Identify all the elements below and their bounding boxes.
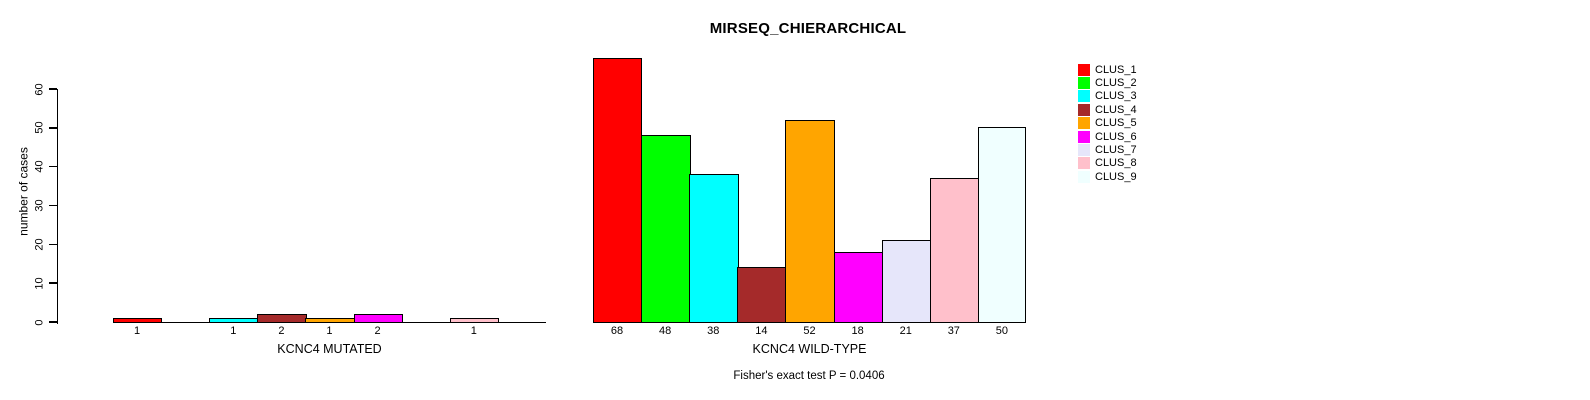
bar-value-label: 21 (899, 325, 912, 337)
bar-value-label: 18 (851, 325, 864, 337)
y-axis-tick-mark (49, 321, 57, 323)
bar-value-label: 52 (803, 325, 816, 337)
y-axis-title: number of cases (16, 147, 31, 236)
bar-panel-wildtype (593, 40, 1026, 323)
bar-clus_2 (641, 135, 691, 323)
legend-item: CLUS_3 (1078, 90, 1137, 103)
legend: CLUS_1 CLUS_2 CLUS_3 CLUS_4 CLUS_5 CLUS_6 CLUS… (1078, 63, 1137, 184)
bar-value-label: 2 (374, 325, 381, 337)
legend-swatch-icon (1078, 90, 1090, 103)
y-axis-tick-mark (49, 204, 57, 207)
bar-value-label: 48 (659, 325, 672, 337)
legend-swatch-icon (1078, 63, 1090, 76)
bar-value-label: 1 (326, 325, 333, 337)
bar-clus_7 (881, 240, 932, 323)
legend-swatch-icon (1078, 157, 1090, 170)
y-axis-tick-label: 40 (33, 160, 46, 173)
bar-clus_1 (113, 317, 163, 323)
legend-swatch-icon (1078, 103, 1090, 116)
legend-label: CLUS_8 (1095, 157, 1137, 170)
legend-label: CLUS_5 (1095, 117, 1137, 130)
x-axis-label-wildtype: KCNC4 WILD-TYPE (752, 342, 867, 356)
bar-clus_6 (353, 313, 403, 323)
y-axis-line (56, 88, 58, 324)
y-axis-tick-label: 30 (33, 199, 46, 212)
legend-item: CLUS_2 (1078, 76, 1137, 90)
bar-value-label: 50 (995, 325, 1009, 337)
y-axis-tick-label: 10 (33, 277, 46, 290)
legend-label: CLUS_2 (1095, 77, 1137, 90)
legend-swatch-icon (1078, 117, 1090, 130)
bar-value-label: 38 (707, 325, 720, 337)
bar-value-label: 14 (755, 325, 768, 337)
y-axis-tick-label: 20 (33, 238, 46, 251)
bar-clus_5 (305, 317, 355, 323)
legend-label: CLUS_1 (1095, 63, 1137, 76)
legend-item: CLUS_9 (1078, 170, 1137, 183)
legend-swatch-icon (1078, 130, 1090, 143)
chart-title: MIRSEQ_CHIERARCHICAL (709, 20, 907, 37)
bar-clus_8 (449, 317, 500, 323)
footer-annotation: Fisher's exact test P = 0.0406 (733, 370, 885, 382)
bar-value-label: 37 (947, 325, 960, 337)
y-axis-tick-mark (49, 127, 57, 129)
y-axis-tick-mark (49, 243, 57, 246)
legend-item: CLUS_7 (1078, 143, 1137, 157)
legend-swatch-icon (1078, 170, 1090, 183)
bar-clus_9 (977, 127, 1026, 323)
legend-label: CLUS_6 (1095, 130, 1137, 143)
y-axis-tick-mark (49, 282, 57, 284)
bar-value-label: 1 (230, 325, 237, 337)
y-axis-tick-label: 50 (33, 121, 46, 134)
legend-item: CLUS_5 (1078, 117, 1137, 130)
y-axis-tick-mark (49, 165, 57, 168)
bar-value-label: 68 (610, 325, 624, 337)
legend-label: CLUS_3 (1095, 90, 1137, 103)
bar-panel-mutated (113, 40, 546, 323)
legend-item: CLUS_4 (1078, 103, 1137, 116)
bar-clus_8 (929, 177, 980, 323)
bar-clus_5 (785, 119, 835, 323)
bar-clus_6 (833, 251, 883, 323)
bar-value-label: 1 (133, 325, 141, 337)
legend-item: CLUS_6 (1078, 130, 1137, 143)
bar-clus_4 (737, 267, 787, 323)
legend-label: CLUS_9 (1095, 170, 1137, 183)
bar-clus_3 (209, 317, 259, 323)
bar-value-label: 1 (470, 325, 477, 337)
bar-clus_1 (593, 57, 643, 323)
legend-label: CLUS_7 (1095, 144, 1137, 157)
bar-clus_4 (257, 313, 307, 323)
bar-value-label: 2 (278, 325, 285, 337)
legend-item: CLUS_8 (1078, 157, 1137, 170)
x-axis-label-mutated: KCNC4 MUTATED (277, 342, 382, 356)
y-axis-tick-mark (49, 88, 57, 90)
legend-swatch-icon (1078, 144, 1090, 157)
bar-clus_3 (689, 174, 739, 323)
legend-swatch-icon (1078, 77, 1090, 90)
legend-item: CLUS_1 (1078, 63, 1137, 76)
legend-label: CLUS_4 (1095, 103, 1137, 116)
y-axis-tick-label: 60 (33, 82, 46, 96)
y-axis-tick-label: 0 (33, 318, 46, 326)
